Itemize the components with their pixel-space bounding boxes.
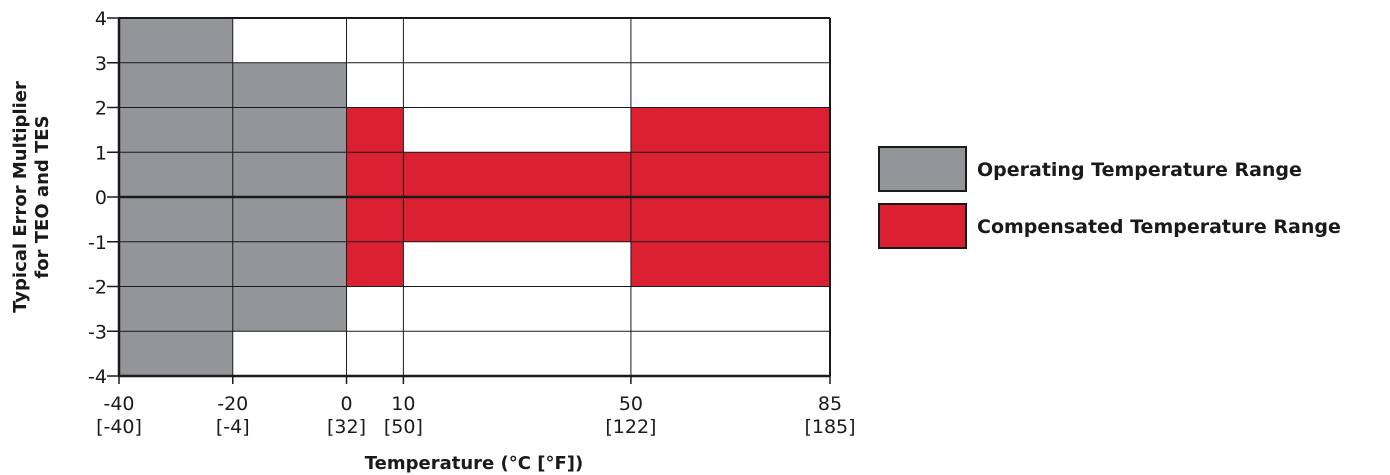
y-axis-title: Typical Error Multiplier for TEO and TES bbox=[10, 81, 53, 313]
y-tick-label: -4 bbox=[88, 366, 107, 388]
y-axis-title-line-1: Typical Error Multiplier bbox=[10, 81, 31, 313]
axis-layer bbox=[107, 17, 831, 384]
x-tick-label-celsius: 10 bbox=[391, 393, 415, 415]
legend-swatch bbox=[878, 203, 967, 249]
x-tick-label-fahrenheit: [122] bbox=[605, 416, 656, 438]
x-tick-label-fahrenheit: [32] bbox=[327, 416, 366, 438]
legend: Operating Temperature Range Compensated T… bbox=[878, 146, 1341, 249]
legend-label: Compensated Temperature Range bbox=[977, 216, 1341, 238]
y-tick-label: 4 bbox=[95, 8, 107, 30]
y-tick-label: 1 bbox=[95, 142, 107, 164]
x-tick-label-celsius: -20 bbox=[217, 393, 248, 415]
y-tick-label: -2 bbox=[88, 277, 107, 299]
y-tick-label: 0 bbox=[95, 187, 107, 209]
y-axis-title-line-2: for TEO and TES bbox=[32, 115, 53, 278]
tick-label-layer: 43210-1-2-3-4-40[-40]-20[-4]0[32]10[50]5… bbox=[88, 8, 856, 438]
x-axis-title: Temperature (°C [°F]) bbox=[365, 453, 583, 474]
legend-label: Operating Temperature Range bbox=[977, 159, 1302, 181]
x-tick-label-celsius: 85 bbox=[818, 393, 842, 415]
x-tick-label-celsius: 0 bbox=[340, 393, 352, 415]
x-tick-label-fahrenheit: [-4] bbox=[216, 416, 250, 438]
x-tick-label-fahrenheit: [185] bbox=[804, 416, 855, 438]
y-tick-label: -3 bbox=[88, 321, 107, 343]
y-tick-label: 3 bbox=[95, 53, 107, 75]
x-tick-label-celsius: 50 bbox=[619, 393, 643, 415]
y-tick-label: 2 bbox=[95, 98, 107, 120]
x-tick-label-celsius: -40 bbox=[103, 393, 134, 415]
x-tick-label-fahrenheit: [-40] bbox=[96, 416, 142, 438]
y-tick-label: -1 bbox=[88, 232, 107, 254]
legend-swatch bbox=[878, 146, 967, 192]
x-tick-label-fahrenheit: [50] bbox=[384, 416, 423, 438]
